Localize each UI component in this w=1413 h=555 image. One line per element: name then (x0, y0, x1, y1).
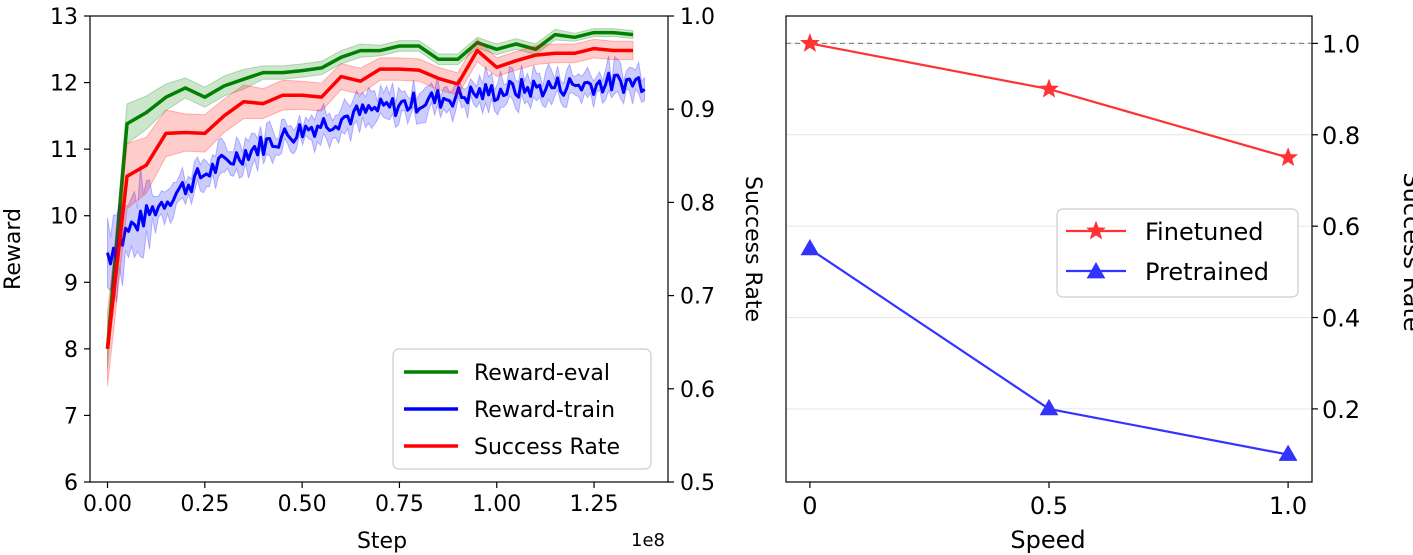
legend-marker-star (1086, 220, 1106, 240)
y2-tick-label: 0.7 (680, 285, 715, 310)
legend-marker-triangle (1086, 261, 1106, 279)
data-point-triangle (1039, 398, 1059, 416)
y2-tick-label: 0.8 (680, 191, 715, 216)
data-point-star (1039, 78, 1059, 98)
y-tick-label: 8 (64, 338, 78, 363)
x-tick-label: 0.00 (83, 492, 132, 517)
y-tick-label: 10 (50, 205, 78, 230)
data-point-triangle (1278, 444, 1298, 461)
y2-tick-label: 0.5 (680, 471, 715, 496)
legend-label: Pretrained (1145, 258, 1269, 286)
y2-tick-label: 0.6 (1322, 213, 1360, 241)
series-band-success-rate (107, 38, 634, 387)
x-tick-label: 0.50 (278, 492, 327, 517)
series-line-success-rate (105, 46, 633, 349)
x-offset-label: 1e8 (631, 530, 665, 551)
y-tick-label: 11 (50, 138, 78, 163)
y-tick-label: 6 (64, 471, 78, 496)
x-tick-label: 1.00 (472, 492, 521, 517)
series-line-reward-eval (105, 30, 634, 350)
x-tick-label: 0.5 (1030, 492, 1068, 520)
y2-tick-label: 0.8 (1322, 122, 1360, 150)
y-tick-label: 9 (64, 271, 78, 296)
left-plot-frame (89, 15, 669, 483)
x-tick-label: 0.25 (180, 492, 229, 517)
y-tick-label: 13 (50, 5, 78, 30)
left-plot-area (105, 28, 646, 387)
x-axis-label: Speed (1010, 526, 1085, 554)
y-tick-label: 12 (50, 72, 78, 97)
legend-label: Reward-eval (474, 361, 610, 386)
y2-tick-label: 0.4 (1322, 305, 1360, 333)
y2-tick-label: 1.0 (680, 5, 715, 30)
x-tick-label: 0.75 (375, 492, 424, 517)
y2-axis-label: Success Rate (1398, 172, 1413, 331)
data-point-star (799, 32, 820, 52)
y2-tick-label: 0.9 (680, 98, 715, 123)
series-line-finetuned (809, 42, 1289, 159)
series-band-reward-eval (107, 28, 634, 369)
y2-tick-label: 0.6 (680, 378, 715, 403)
y2-tick-label: 0.2 (1322, 396, 1360, 424)
data-point-triangle (800, 239, 820, 256)
series-line-reward-train (106, 71, 646, 266)
y2-tick-label: 1.0 (1322, 30, 1360, 58)
series-band-reward-train (107, 55, 646, 303)
y-tick-label: 7 (64, 404, 78, 429)
x-tick-label: 0 (802, 492, 817, 520)
y2-axis-label: Success Rate (740, 176, 765, 322)
y-axis-label: Reward (1, 208, 26, 290)
x-tick-label: 1.25 (570, 492, 619, 517)
data-point-star (1278, 147, 1299, 167)
x-tick-label: 1.0 (1269, 492, 1307, 520)
x-axis-label: Step (357, 529, 407, 554)
legend-label: Reward-train (474, 398, 615, 423)
legend-label: Success Rate (474, 435, 620, 460)
left-legend-box (392, 348, 652, 470)
legend-label: Finetuned (1145, 218, 1264, 246)
